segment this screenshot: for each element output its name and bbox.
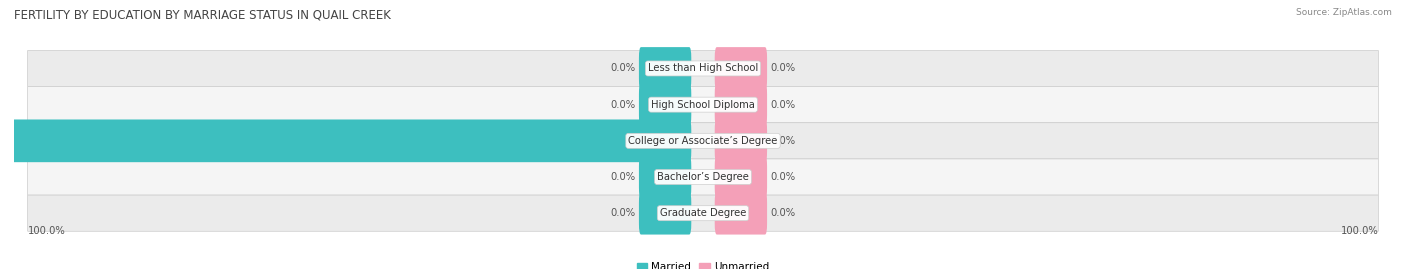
FancyBboxPatch shape (638, 192, 692, 235)
Text: 0.0%: 0.0% (770, 172, 796, 182)
Text: 0.0%: 0.0% (770, 63, 796, 73)
FancyBboxPatch shape (638, 47, 692, 90)
FancyBboxPatch shape (638, 156, 692, 198)
Text: 0.0%: 0.0% (610, 63, 636, 73)
Text: Bachelor’s Degree: Bachelor’s Degree (657, 172, 749, 182)
Text: 0.0%: 0.0% (770, 100, 796, 110)
Text: 0.0%: 0.0% (770, 208, 796, 218)
FancyBboxPatch shape (714, 119, 768, 162)
Text: Less than High School: Less than High School (648, 63, 758, 73)
Text: College or Associate’s Degree: College or Associate’s Degree (628, 136, 778, 146)
FancyBboxPatch shape (638, 83, 692, 126)
Text: 0.0%: 0.0% (770, 136, 796, 146)
FancyBboxPatch shape (714, 47, 768, 90)
Text: 0.0%: 0.0% (610, 100, 636, 110)
Text: 100.0%: 100.0% (28, 226, 66, 236)
Text: Source: ZipAtlas.com: Source: ZipAtlas.com (1296, 8, 1392, 17)
Text: 0.0%: 0.0% (610, 208, 636, 218)
Text: High School Diploma: High School Diploma (651, 100, 755, 110)
FancyBboxPatch shape (28, 159, 1378, 195)
Legend: Married, Unmarried: Married, Unmarried (633, 258, 773, 269)
FancyBboxPatch shape (28, 87, 1378, 123)
FancyBboxPatch shape (714, 156, 768, 198)
Text: 0.0%: 0.0% (610, 172, 636, 182)
Text: Graduate Degree: Graduate Degree (659, 208, 747, 218)
Text: 100.0%: 100.0% (1340, 226, 1378, 236)
FancyBboxPatch shape (28, 195, 1378, 231)
FancyBboxPatch shape (0, 119, 692, 162)
FancyBboxPatch shape (28, 50, 1378, 87)
Text: FERTILITY BY EDUCATION BY MARRIAGE STATUS IN QUAIL CREEK: FERTILITY BY EDUCATION BY MARRIAGE STATU… (14, 8, 391, 21)
FancyBboxPatch shape (28, 123, 1378, 159)
FancyBboxPatch shape (714, 192, 768, 235)
FancyBboxPatch shape (714, 83, 768, 126)
